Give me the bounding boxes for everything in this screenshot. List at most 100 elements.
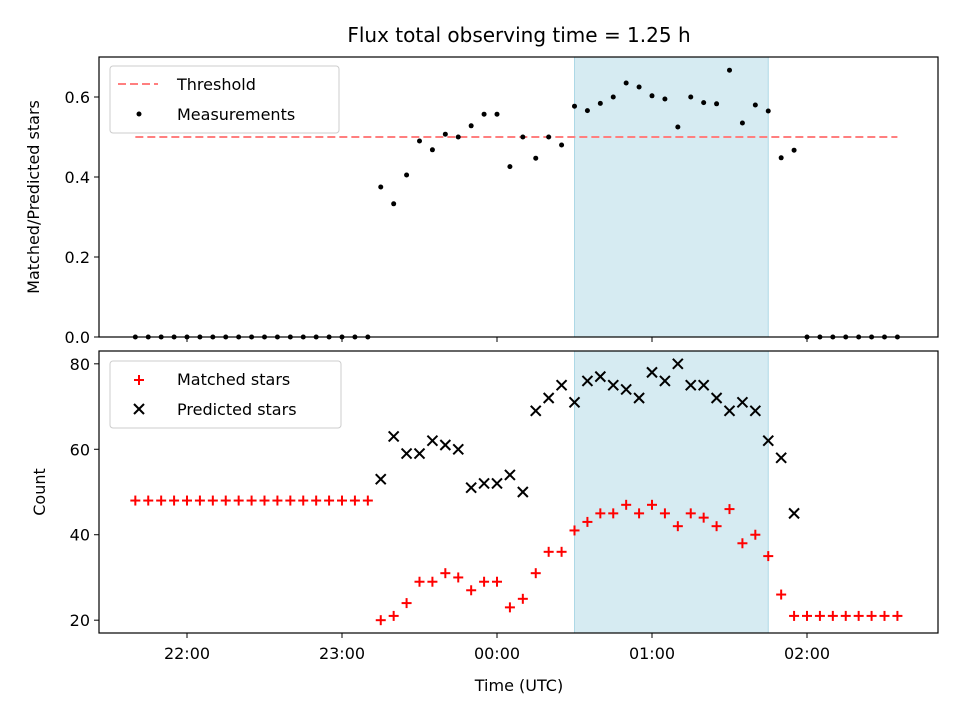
predicted-star-point bbox=[672, 358, 684, 370]
top-y-tick-label: 0.0 bbox=[65, 328, 90, 347]
predicted-star-point bbox=[439, 439, 452, 451]
bottom-x-ticks: 22:00 23:00 00:00 01:00 02:00 bbox=[164, 633, 830, 663]
measurement-point bbox=[429, 147, 435, 153]
matched-star-point bbox=[802, 610, 812, 621]
matched-star-point bbox=[517, 593, 528, 604]
bottom-y-tick-label: 60 bbox=[70, 440, 90, 459]
measurement-point bbox=[752, 102, 758, 108]
top-y-tick-label: 0.4 bbox=[65, 168, 90, 187]
predicted-star-point bbox=[413, 447, 426, 460]
predicted-star-point bbox=[400, 447, 413, 460]
matched-stars-points bbox=[130, 495, 903, 626]
matched-star-point bbox=[324, 495, 335, 506]
bottom-axes-frame bbox=[98, 350, 939, 634]
matched-star-point bbox=[259, 495, 270, 506]
top-y-axis-label: Matched/Predicted stars bbox=[24, 100, 43, 294]
predicted-star-point bbox=[594, 370, 607, 383]
legend-threshold-label: Threshold bbox=[176, 75, 256, 94]
measurement-point bbox=[791, 147, 797, 153]
predicted-star-point bbox=[646, 366, 658, 379]
chart-title: Flux total observing time = 1.25 h bbox=[347, 23, 690, 47]
bottom-panel: 20 40 60 80 22:00 23:00 00:00 01:00 02:00 Count… bbox=[30, 350, 939, 695]
measurement-point bbox=[675, 124, 681, 130]
matched-star-point bbox=[246, 495, 257, 506]
bottom-y-tick-label: 40 bbox=[70, 526, 90, 545]
matched-star-point bbox=[776, 589, 787, 600]
matched-star-point bbox=[866, 610, 877, 621]
matched-star-point bbox=[479, 576, 490, 587]
measurement-point bbox=[442, 131, 448, 137]
matched-star-point bbox=[789, 610, 800, 621]
predicted-star-point bbox=[452, 443, 464, 455]
measurement-point bbox=[378, 184, 384, 190]
legend-measurements-swatch bbox=[136, 111, 142, 117]
predicted-star-point bbox=[504, 469, 516, 481]
top-panel: 0.0 0.2 0.4 0.6 Matched/Predicted stars Thr… bbox=[24, 56, 939, 347]
matched-star-point bbox=[711, 521, 722, 532]
matched-star-point bbox=[272, 495, 283, 506]
measurement-point bbox=[727, 67, 732, 73]
top-y-tick-label: 0.6 bbox=[65, 88, 90, 107]
matched-star-point bbox=[182, 495, 192, 506]
matched-star-point bbox=[401, 598, 412, 609]
matched-star-point bbox=[169, 495, 180, 506]
x-tick-label: 02:00 bbox=[784, 644, 830, 663]
predicted-star-point bbox=[491, 477, 503, 490]
matched-star-point bbox=[492, 576, 502, 587]
predicted-star-point bbox=[465, 482, 477, 494]
measurement-point bbox=[572, 103, 577, 109]
measurement-point bbox=[714, 101, 720, 107]
matched-star-point bbox=[311, 495, 322, 506]
bottom-legend-box bbox=[109, 360, 342, 429]
predicted-star-point bbox=[762, 435, 774, 447]
matched-star-point bbox=[130, 495, 141, 506]
top-legend: Threshold Measurements bbox=[109, 65, 340, 134]
predicted-star-point bbox=[685, 379, 697, 391]
x-tick-label: 01:00 bbox=[629, 644, 675, 663]
matched-star-point bbox=[156, 495, 167, 506]
bottom-y-axis-label: Count bbox=[30, 468, 49, 516]
matched-star-point bbox=[143, 495, 154, 506]
matched-star-point bbox=[724, 504, 735, 515]
legend-measurements-label: Measurements bbox=[177, 105, 295, 124]
predicted-star-point bbox=[749, 405, 762, 417]
measurement-point bbox=[778, 155, 784, 161]
measurement-point bbox=[533, 155, 539, 161]
matched-star-point bbox=[504, 602, 515, 613]
measurement-point bbox=[455, 134, 461, 140]
matched-star-point bbox=[634, 508, 645, 519]
bottom-legend: Matched stars Predicted stars bbox=[109, 360, 342, 429]
measurement-point bbox=[507, 164, 513, 170]
predicted-star-point bbox=[620, 383, 632, 396]
predicted-star-point bbox=[555, 379, 568, 391]
legend-matched-label: Matched stars bbox=[177, 370, 290, 389]
matched-star-point bbox=[647, 499, 657, 510]
matched-star-point bbox=[207, 495, 218, 506]
matched-star-point bbox=[298, 495, 309, 506]
top-axes-frame bbox=[98, 56, 939, 338]
predicted-star-point bbox=[542, 392, 555, 404]
measurement-point bbox=[623, 80, 629, 86]
measurement-point bbox=[739, 120, 745, 126]
top-legend-box bbox=[109, 65, 340, 134]
measurement-point bbox=[636, 84, 642, 90]
x-tick-label: 00:00 bbox=[474, 644, 520, 663]
matched-star-point bbox=[685, 508, 696, 519]
bottom-shaded-interval bbox=[574, 350, 769, 634]
matched-star-point bbox=[595, 508, 606, 519]
matched-star-point bbox=[375, 615, 386, 626]
matched-star-point bbox=[827, 610, 838, 621]
x-axis-label: Time (UTC) bbox=[474, 676, 563, 695]
bottom-y-tick-label: 80 bbox=[70, 355, 90, 374]
matched-star-point bbox=[414, 576, 425, 587]
matched-star-point bbox=[427, 576, 438, 587]
measurement-point bbox=[649, 93, 655, 99]
predicted-star-point bbox=[723, 405, 736, 417]
matched-star-point bbox=[763, 551, 774, 562]
predicted-star-point bbox=[426, 435, 439, 447]
measurement-point bbox=[546, 134, 552, 140]
matched-star-point bbox=[853, 610, 864, 621]
measurement-point bbox=[481, 111, 487, 117]
bottom-y-tick-label: 20 bbox=[70, 611, 90, 630]
